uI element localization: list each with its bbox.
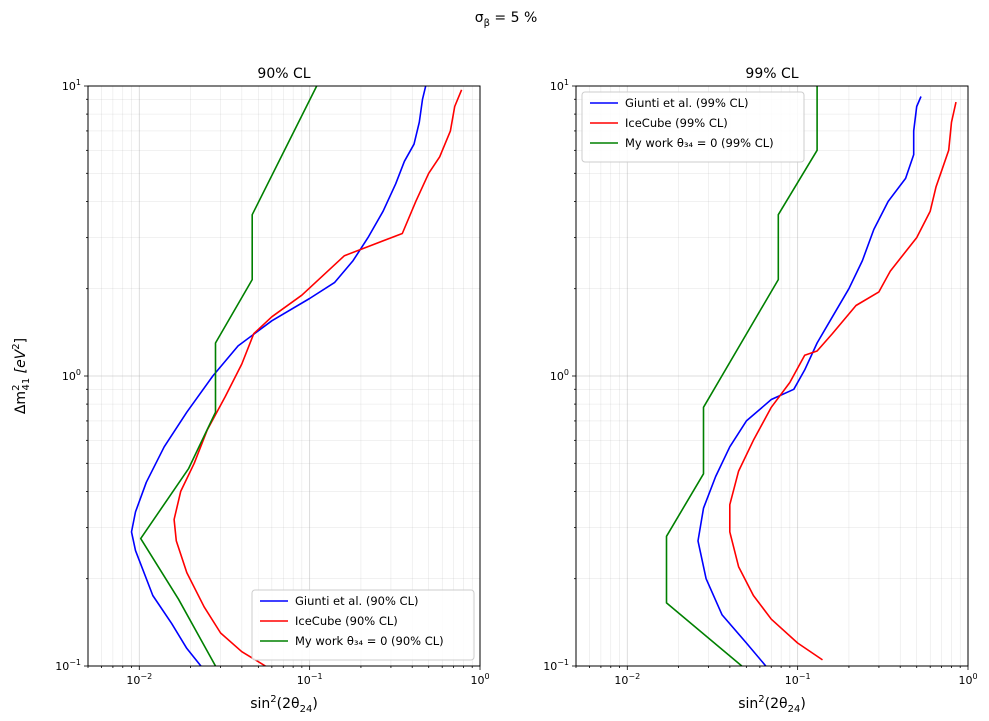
x-tick-label: 100 (470, 672, 489, 687)
suptitle-symbol: σ (475, 10, 484, 26)
xlabel-right: sin2(2θ24) (738, 694, 806, 715)
ylabel-left: Δm241 [eV2] (11, 338, 32, 414)
legend-left: Giunti et al. (90% CL) IceCube (90% CL) My… (251, 589, 475, 661)
y-tick-label: 101 (62, 78, 81, 93)
series-line-3 (665, 86, 818, 666)
y-tick-label: 10−1 (543, 658, 569, 673)
title-right: 99% CL (745, 66, 798, 82)
ticks-right: 10−2 10−1 100 10−1 100 101 (543, 78, 977, 687)
legend-entry: Giunti et al. (99% CL) (625, 96, 748, 110)
ticks-left: 10−2 10−1 100 10−1 100 101 (55, 78, 489, 687)
legend-entry: My work θ₃₄ = 0 (99% CL) (625, 136, 774, 150)
y-tick-label: 10−1 (55, 658, 81, 673)
plot-area-right (665, 86, 957, 666)
xlabel-left: sin2(2θ24) (250, 694, 318, 715)
plot-area-left (130, 86, 463, 666)
title-left: 90% CL (257, 66, 310, 82)
x-tick-label: 10−1 (785, 672, 811, 687)
x-tick-label: 10−2 (126, 672, 152, 687)
legend-entry: IceCube (90% CL) (295, 614, 398, 628)
y-tick-label: 100 (550, 368, 569, 383)
legend-entry: My work θ₃₄ = 0 (90% CL) (295, 634, 444, 648)
series-line-2 (173, 89, 463, 666)
series-line-3 (139, 86, 318, 666)
legend-box (581, 91, 805, 163)
y-tick-label: 100 (62, 368, 81, 383)
x-tick-label: 10−2 (614, 672, 640, 687)
legend-entry: IceCube (99% CL) (625, 116, 728, 130)
suptitle-value: = 5 % (490, 10, 537, 26)
figure-suptitle: σβ = 5 % (475, 10, 538, 29)
suptitle-subscript: β (484, 18, 490, 29)
x-tick-label: 100 (958, 672, 977, 687)
legend-right: Giunti et al. (99% CL) IceCube (99% CL) My… (581, 91, 805, 163)
legend-entry: Giunti et al. (90% CL) (295, 594, 418, 608)
series-line-1 (697, 96, 922, 666)
x-tick-label: 10−1 (297, 672, 323, 687)
grid-right (575, 85, 969, 667)
y-tick-label: 101 (550, 78, 569, 93)
series-line-2 (729, 101, 957, 661)
legend-box (251, 589, 475, 661)
